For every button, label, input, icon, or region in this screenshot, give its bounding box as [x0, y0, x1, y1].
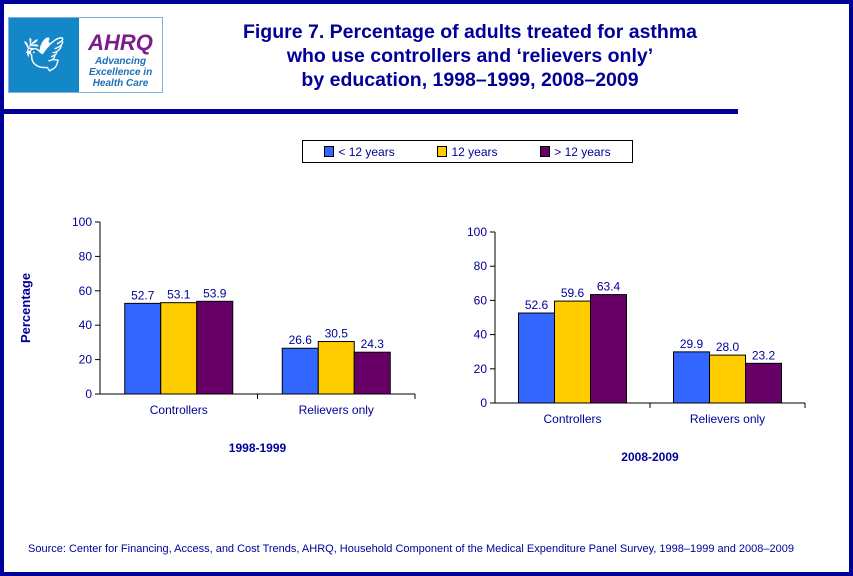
chart-subtitle: 2008-2009: [621, 450, 679, 464]
y-tick-label: 40: [79, 318, 93, 332]
legend-item: > 12 years: [540, 144, 611, 159]
data-label: 30.5: [325, 327, 349, 341]
y-tick-label: 60: [474, 293, 488, 307]
bar: [317, 341, 355, 395]
y-tick-label: 40: [474, 328, 488, 342]
y-tick-label: 60: [79, 284, 93, 298]
hhs-eagle-icon: 🕊: [9, 18, 79, 92]
legend-swatch: [437, 146, 448, 157]
data-label: 52.6: [525, 298, 549, 312]
data-label: 29.9: [680, 337, 704, 351]
ahrq-wordmark: AHRQ: [88, 30, 153, 55]
figure-title: Figure 7. Percentage of adults treated f…: [190, 20, 750, 92]
data-label: 26.6: [289, 333, 313, 347]
bar: [673, 351, 710, 404]
category-label: Controllers: [543, 412, 601, 426]
data-label: 24.3: [361, 337, 385, 351]
bar: [124, 302, 162, 395]
y-tick-label: 0: [480, 396, 487, 410]
ahrq-logo: 🕊 AHRQ Advancing Excellence in Health Ca…: [8, 17, 163, 93]
chart-subtitle: 1998-1999: [229, 441, 287, 455]
data-label: 63.4: [597, 280, 621, 294]
y-axis-title: Percentage: [18, 273, 33, 343]
title-line: who use controllers and ‘relievers only’: [286, 45, 654, 67]
category-label: Controllers: [150, 403, 208, 417]
data-label: 23.2: [752, 348, 776, 362]
category-label: Relievers only: [690, 412, 765, 426]
bar: [554, 300, 591, 404]
chart-legend: < 12 years 12 years > 12 years: [302, 140, 633, 163]
data-label: 59.6: [561, 286, 585, 300]
title-line: Figure 7. Percentage of adults treated f…: [242, 21, 698, 43]
ahrq-tagline: Advancing Excellence in Health Care: [88, 56, 153, 89]
ahrq-brand: AHRQ Advancing Excellence in Health Care: [79, 18, 162, 92]
data-label: 53.1: [167, 288, 191, 302]
category-label: Relievers only: [299, 403, 374, 417]
bar: [196, 300, 234, 395]
bar: [709, 354, 746, 404]
y-tick-label: 20: [79, 353, 93, 367]
y-tick-label: 80: [79, 249, 93, 263]
data-label: 53.9: [203, 286, 227, 300]
title-line: by education, 1998–1999, 2008–2009: [301, 69, 639, 91]
y-tick-label: 80: [474, 259, 488, 273]
bar: [518, 312, 555, 404]
bar: [160, 302, 198, 395]
bar: [353, 351, 391, 395]
bar: [281, 347, 319, 395]
y-tick-label: 20: [474, 362, 488, 376]
data-label: 28.0: [716, 340, 740, 354]
legend-item: < 12 years: [324, 144, 395, 159]
bar: [590, 294, 627, 404]
y-tick-label: 0: [85, 387, 92, 401]
header-divider: [0, 109, 738, 114]
legend-label: < 12 years: [338, 144, 395, 159]
legend-swatch: [540, 146, 551, 157]
bar: [745, 362, 782, 404]
source-note: Source: Center for Financing, Access, an…: [28, 543, 794, 555]
legend-item: 12 years: [437, 144, 498, 159]
legend-swatch: [324, 146, 335, 157]
legend-label: 12 years: [451, 144, 498, 159]
data-label: 52.7: [131, 288, 155, 302]
legend-label: > 12 years: [554, 144, 611, 159]
y-tick-label: 100: [467, 225, 487, 239]
y-tick-label: 100: [72, 215, 92, 229]
